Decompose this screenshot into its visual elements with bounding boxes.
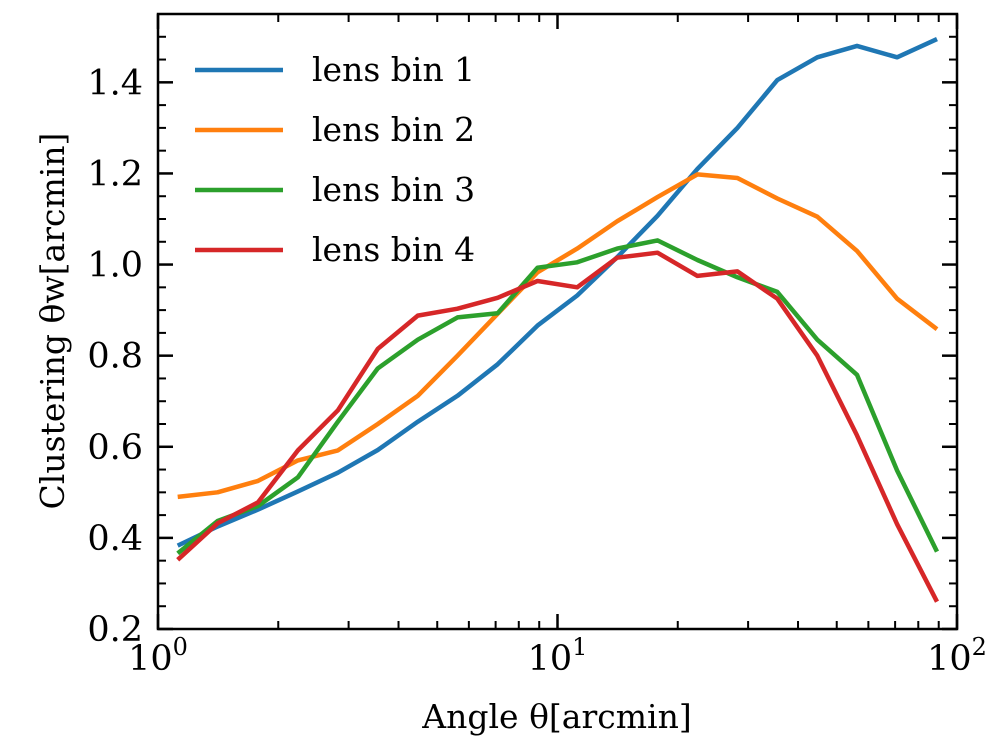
axis-ticks <box>156 13 959 631</box>
series-line-2 <box>177 172 939 500</box>
x-tick-label: 102 <box>927 633 987 679</box>
y-tick-label: 0.2 <box>87 610 143 650</box>
plot-frame <box>156 12 959 631</box>
x-tick-label: 100 <box>128 633 188 679</box>
y-axis-title: Clustering θw[arcmin] <box>33 133 72 510</box>
x-tick-base: 10 <box>128 639 173 679</box>
legend-label-1: lens bin 1 <box>312 50 475 89</box>
plot-lines <box>176 37 940 603</box>
y-tick-label: 1.0 <box>87 246 143 286</box>
x-tick-label: 101 <box>528 633 588 679</box>
x-tick-exponent: 2 <box>972 633 987 661</box>
x-tick-labels: 100 101 102 <box>128 633 987 679</box>
legend-label-3: lens bin 3 <box>312 170 475 209</box>
series-line-1 <box>176 37 938 548</box>
x-axis-title: Angle θ[arcmin] <box>421 697 691 736</box>
x-tick-base: 10 <box>927 639 972 679</box>
y-tick-label: 0.8 <box>87 337 143 377</box>
series-line-4 <box>176 250 940 603</box>
legend: lens bin 1 lens bin 2 lens bin 3 lens bin 4 <box>195 50 475 269</box>
y-tick-labels: 0.2 0.4 0.6 0.8 1.0 1.2 1.4 <box>87 63 143 650</box>
x-tick-exponent: 1 <box>572 633 587 661</box>
legend-label-4: lens bin 4 <box>312 230 475 269</box>
x-tick-base: 10 <box>528 639 573 679</box>
legend-label-2: lens bin 2 <box>312 110 475 149</box>
y-tick-label: 0.6 <box>87 428 143 468</box>
y-tick-label: 1.2 <box>87 154 143 194</box>
y-tick-label: 1.4 <box>87 63 143 103</box>
series-line-3 <box>176 238 940 556</box>
x-tick-exponent: 0 <box>173 633 188 661</box>
y-tick-label: 0.4 <box>87 519 143 559</box>
